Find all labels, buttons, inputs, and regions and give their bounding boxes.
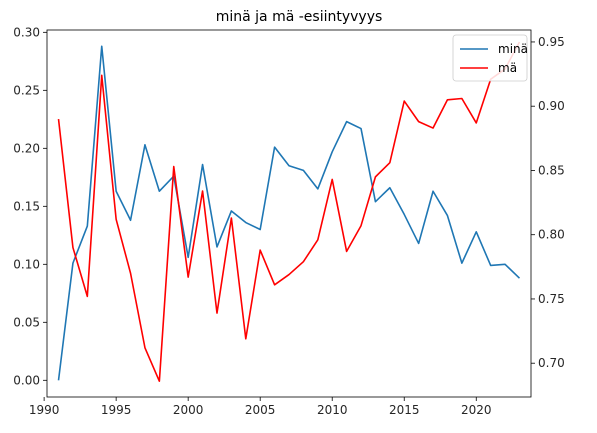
series-line-ma bbox=[57, 41, 521, 382]
y-left-tick-label: 0.05 bbox=[13, 315, 40, 329]
y-right-tick-label: 0.80 bbox=[538, 228, 565, 242]
y-axis-right: 0.70 0.75 0.80 0.85 0.90 0.95 bbox=[531, 35, 565, 370]
y-right-tick-label: 0.75 bbox=[538, 292, 565, 306]
x-tick-label: 2020 bbox=[461, 403, 492, 417]
x-tick-label: 2005 bbox=[245, 403, 276, 417]
legend-label: mä bbox=[498, 61, 517, 75]
series-layer bbox=[57, 41, 521, 382]
legend: minä mä bbox=[452, 34, 528, 82]
x-tick-label: 2010 bbox=[317, 403, 348, 417]
x-tick-label: 1995 bbox=[101, 403, 132, 417]
x-tick-label: 2015 bbox=[389, 403, 420, 417]
y-right-tick-label: 0.90 bbox=[538, 99, 565, 113]
y-right-tick-label: 0.85 bbox=[538, 163, 565, 177]
x-tick-label: 1990 bbox=[29, 403, 60, 417]
legend-box bbox=[452, 34, 528, 82]
y-left-tick-label: 0.20 bbox=[13, 141, 40, 155]
y-left-tick-label: 0.25 bbox=[13, 83, 40, 97]
x-axis: 1990 1995 2000 2005 2010 2015 2020 bbox=[29, 397, 492, 417]
y-left-tick-label: 0.00 bbox=[13, 373, 40, 387]
x-tick-label: 2000 bbox=[173, 403, 204, 417]
y-left-tick-label: 0.15 bbox=[13, 199, 40, 213]
chart-title: minä ja mä -esiintyvyys bbox=[216, 9, 383, 25]
plot-frame bbox=[46, 29, 532, 398]
y-right-tick-label: 0.95 bbox=[538, 35, 565, 49]
y-left-tick-label: 0.10 bbox=[13, 257, 40, 271]
y-right-tick-label: 0.70 bbox=[538, 356, 565, 370]
plot-area bbox=[46, 29, 532, 398]
y-axis-left: 0.00 0.05 0.10 0.15 0.20 0.25 0.30 bbox=[13, 25, 47, 387]
series-line-mina bbox=[57, 45, 521, 381]
y-left-tick-label: 0.30 bbox=[13, 25, 40, 39]
legend-label: minä bbox=[498, 42, 528, 56]
